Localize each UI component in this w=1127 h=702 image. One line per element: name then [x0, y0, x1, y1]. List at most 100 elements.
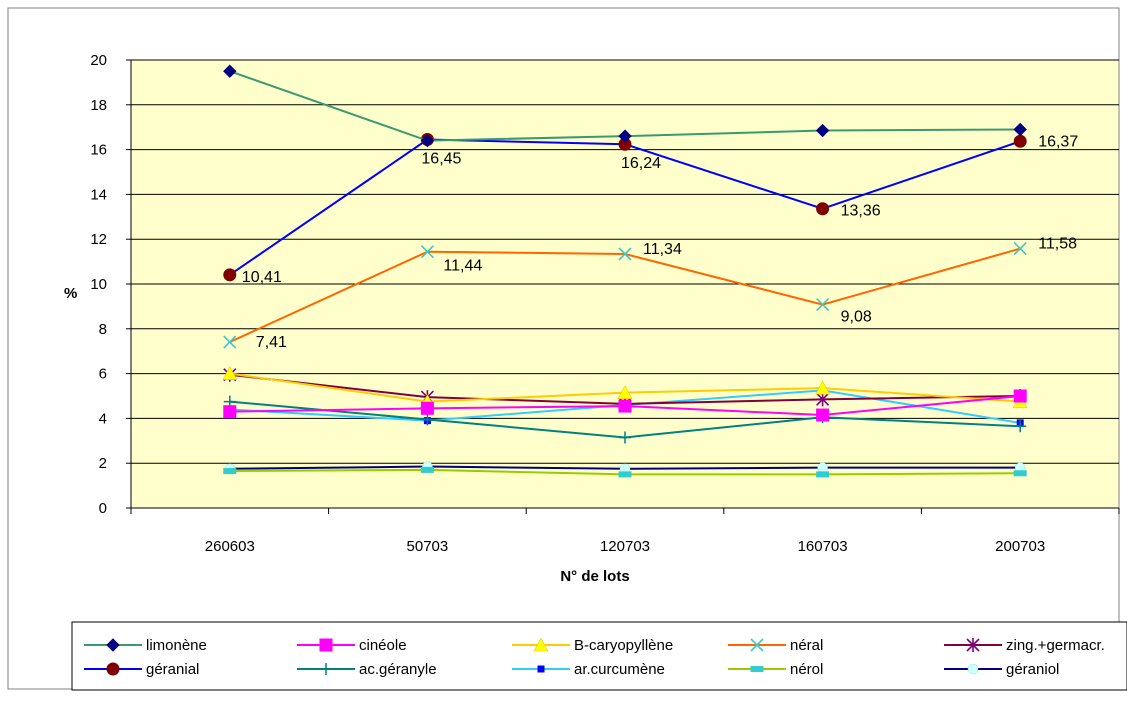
legend-label: néral	[790, 637, 823, 654]
series-2	[222, 366, 1028, 408]
data-label: 9,08	[841, 309, 872, 326]
x-axis: 260603 50703 120703 160703 200703	[130, 507, 1120, 555]
data-label: 11,44	[443, 258, 482, 275]
data-point	[817, 462, 828, 473]
y-tick-label: 12	[90, 231, 107, 248]
data-point	[223, 335, 237, 349]
data-point	[618, 399, 632, 413]
data-point	[815, 380, 831, 395]
y-axis-title: %	[64, 285, 77, 302]
data-point	[420, 245, 434, 259]
legend-item: zing.+germacr.	[944, 637, 1105, 654]
legend-marker	[750, 638, 764, 652]
data-label: 7,41	[256, 334, 287, 351]
y-tick-label: 16	[90, 142, 107, 159]
y-axis: 0 2 4 6 8 10 12 14 16 18 20	[90, 52, 132, 517]
series-group	[222, 64, 1028, 478]
data-point	[617, 385, 633, 399]
legend-marker	[319, 638, 333, 652]
x-tick-label: 260603	[205, 538, 255, 555]
legend-marker	[106, 638, 120, 652]
legend-marker	[750, 666, 764, 672]
data-point	[619, 431, 631, 444]
legend-item: limonène	[84, 637, 207, 654]
legend: limonène cinéole B-caryopyllène néral zing.+…	[84, 637, 1105, 678]
data-point	[223, 64, 237, 78]
data-point	[420, 401, 434, 415]
data-point	[1014, 420, 1027, 433]
data-point	[222, 366, 238, 380]
data-label: 11,34	[643, 241, 682, 258]
data-point	[420, 133, 435, 148]
data-point	[223, 405, 237, 419]
data-point	[223, 268, 237, 282]
data-point	[1013, 122, 1027, 137]
legend-item: géranial	[84, 661, 199, 678]
legend-label: ar.curcumène	[574, 661, 665, 678]
legend-item: néral	[728, 637, 823, 654]
data-point	[816, 202, 830, 216]
legend-marker	[106, 662, 120, 676]
legend-marker	[320, 663, 332, 675]
legend-label: ac.géranyle	[359, 661, 437, 678]
legend-item: nérol	[728, 661, 823, 678]
legend-item: ac.géranyle	[297, 661, 437, 678]
x-tick-label: 160703	[798, 538, 848, 555]
data-point	[618, 247, 632, 261]
y-tick-label: 0	[99, 500, 107, 517]
legend-label: nérol	[790, 661, 823, 678]
data-label: 13,36	[841, 203, 881, 220]
legend-label: limonène	[146, 637, 207, 654]
data-point	[815, 123, 830, 138]
series-8	[223, 466, 1027, 478]
legend-item: géraniol	[944, 661, 1059, 678]
data-point	[1013, 134, 1027, 148]
legend-item: cinéole	[297, 637, 407, 654]
legend-marker	[966, 638, 980, 652]
legend-item: B-caryopyllène	[512, 637, 673, 654]
series-3	[223, 242, 1027, 349]
legend-marker	[537, 665, 545, 673]
y-tick-label: 6	[99, 366, 107, 383]
y-tick-label: 14	[90, 186, 107, 203]
y-tick-label: 4	[99, 410, 107, 427]
data-labels: 10,41 16,45 16,24 13,36 16,37 7,41 11,44 11,34 9…	[242, 133, 1079, 351]
data-point	[618, 471, 632, 478]
legend-label: cinéole	[359, 637, 407, 654]
y-tick-label: 8	[99, 321, 107, 338]
x-tick-label: 120703	[600, 538, 650, 555]
data-point	[421, 413, 434, 426]
legend-box	[71, 621, 1127, 691]
data-point	[816, 392, 830, 407]
data-point	[816, 408, 830, 422]
legend-label: géraniol	[1006, 661, 1059, 678]
y-tick-label: 2	[99, 455, 107, 472]
legend-marker	[967, 663, 979, 675]
y-tick-label: 18	[90, 97, 107, 114]
data-point	[1013, 242, 1027, 256]
gridlines	[131, 59, 1119, 464]
data-point	[1013, 389, 1027, 403]
data-point	[816, 298, 830, 312]
legend-item: ar.curcumène	[512, 661, 665, 678]
series-0	[223, 64, 1027, 148]
data-label: 16,37	[1038, 133, 1078, 150]
x-tick-label: 50703	[407, 538, 449, 555]
data-point	[1013, 470, 1027, 477]
legend-label: B-caryopyllène	[574, 637, 673, 654]
data-point	[223, 468, 237, 475]
data-label: 10,41	[242, 269, 282, 286]
x-axis-title: N° de lots	[560, 568, 629, 585]
data-point	[816, 471, 830, 478]
legend-label: géranial	[146, 661, 199, 678]
data-label: 16,45	[421, 151, 461, 168]
data-label: 11,58	[1038, 236, 1077, 253]
data-label: 16,24	[621, 155, 661, 172]
legend-label: zing.+germacr.	[1006, 637, 1105, 654]
y-tick-label: 10	[90, 276, 107, 293]
series-1	[223, 389, 1027, 422]
x-tick-label: 200703	[995, 538, 1045, 555]
data-point	[618, 129, 632, 143]
